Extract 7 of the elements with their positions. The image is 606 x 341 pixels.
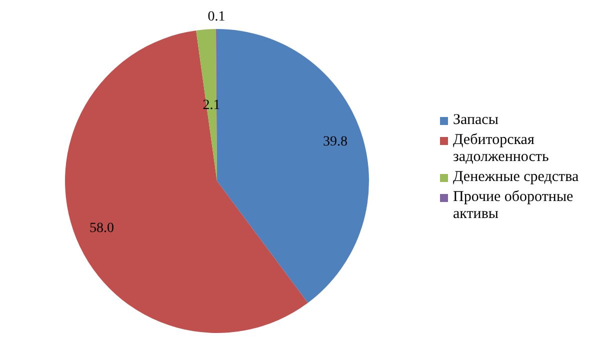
data-label: 58.0 [89,221,114,236]
data-label: 0.1 [208,10,226,25]
data-label: 39.8 [323,134,348,150]
legend-label: Прочие оборотные активы [453,189,574,223]
legend-label: Денежные средства [453,169,579,186]
legend-label: Дебиторская задолженность [453,132,550,166]
legend-label: Запасы [453,112,498,129]
